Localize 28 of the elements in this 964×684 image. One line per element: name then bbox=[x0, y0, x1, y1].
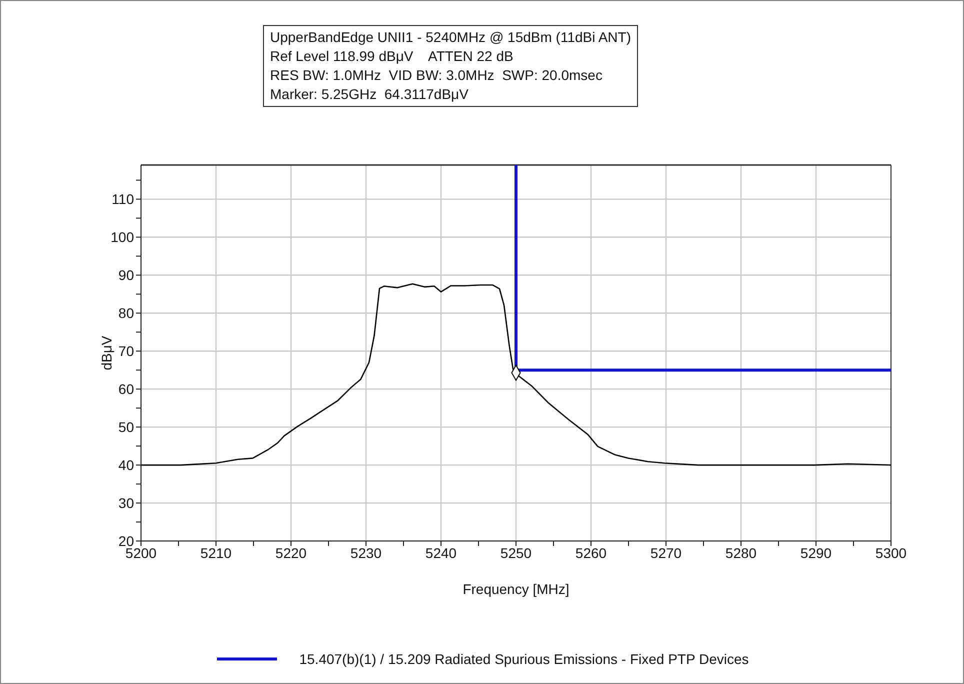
chart-title: UpperBandEdge UNII1 - 5240MHz @ 15dBm (11dBi ANT) bbox=[270, 28, 632, 47]
x-tick-label: 5230 bbox=[350, 544, 382, 561]
legend-label: 15.407(b)(1) / 15.209 Radiated Spurious Emissions - Fixed PTP Devices bbox=[299, 651, 749, 667]
y-tick-label: 30 bbox=[118, 494, 134, 511]
x-tick-label: 5290 bbox=[800, 544, 832, 561]
text: Marker: 5.25GHz 64.3117dBμV bbox=[270, 85, 470, 104]
x-tick-label: 5260 bbox=[575, 544, 607, 561]
y-tick-label: 50 bbox=[118, 419, 134, 436]
y-tick-label: 20 bbox=[118, 532, 134, 549]
x-tick-label: 5300 bbox=[875, 544, 907, 561]
y-tick-label: 40 bbox=[118, 457, 134, 474]
x-tick-label: 5280 bbox=[725, 544, 757, 561]
y-tick-label: 70 bbox=[118, 343, 134, 360]
x-axis-title: Frequency [MHz] bbox=[462, 581, 570, 597]
x-tick-label: 5270 bbox=[650, 544, 682, 561]
text: Ref Level 118.99 dBμV ATTEN 22 dB bbox=[270, 47, 514, 66]
y-tick-label: 110 bbox=[112, 191, 134, 208]
x-tick-label: 5250 bbox=[500, 544, 532, 561]
line-series bbox=[141, 283, 891, 466]
y-tick-label: 80 bbox=[118, 305, 134, 322]
x-tick-label: 5210 bbox=[200, 544, 232, 561]
x-tick-label: 5220 bbox=[275, 544, 307, 561]
y-tick-label: 100 bbox=[110, 229, 134, 246]
y-tick-label: 60 bbox=[118, 381, 134, 398]
y-axis-title: dBμV bbox=[98, 336, 114, 370]
text: RES BW: 1.0MHz VID BW: 3.0MHz SWP: 20.0msec bbox=[270, 66, 604, 85]
x-tick-label: 5240 bbox=[425, 544, 457, 561]
y-tick-label: 90 bbox=[118, 267, 134, 284]
